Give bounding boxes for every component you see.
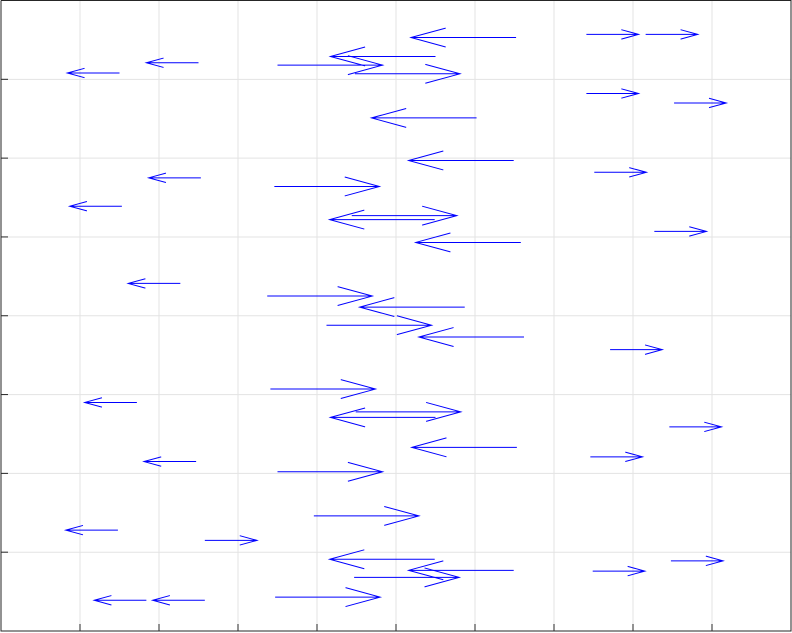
arrow <box>63 524 118 536</box>
arrow <box>351 205 459 226</box>
arrow <box>369 107 477 128</box>
arrow <box>592 565 647 577</box>
arrow <box>267 286 375 306</box>
arrow <box>92 595 147 606</box>
arrow <box>406 560 514 581</box>
arrow <box>274 176 382 197</box>
arrow <box>126 278 181 289</box>
arrow <box>328 46 436 67</box>
arrow <box>413 232 521 253</box>
arrow <box>327 209 435 230</box>
arrow <box>417 327 524 347</box>
arrow <box>406 150 514 171</box>
arrow <box>586 88 641 99</box>
arrow <box>277 461 385 482</box>
arrow <box>144 57 199 68</box>
arrow <box>142 456 197 467</box>
arrow <box>674 97 729 109</box>
arrow <box>204 535 259 546</box>
arrow <box>669 421 724 433</box>
arrow <box>326 315 434 336</box>
arrow <box>357 297 465 318</box>
arrow <box>594 167 649 178</box>
arrow <box>82 397 137 408</box>
arrow <box>590 451 645 462</box>
arrow <box>328 407 436 428</box>
arrow <box>354 63 462 84</box>
arrow <box>146 172 201 184</box>
arrow <box>65 67 120 79</box>
arrow <box>409 437 517 458</box>
arrow <box>67 201 122 212</box>
arrow <box>150 595 205 606</box>
arrow <box>277 55 385 76</box>
arrow <box>327 549 435 570</box>
arrow <box>354 567 462 588</box>
arrow <box>654 226 709 237</box>
arrow <box>313 505 421 526</box>
arrow <box>670 555 725 567</box>
arrow <box>409 27 517 48</box>
arrow <box>610 344 665 355</box>
arrow <box>645 29 700 40</box>
arrow <box>586 29 641 40</box>
arrow <box>355 401 463 422</box>
arrow <box>270 379 378 399</box>
arrow <box>275 587 383 608</box>
